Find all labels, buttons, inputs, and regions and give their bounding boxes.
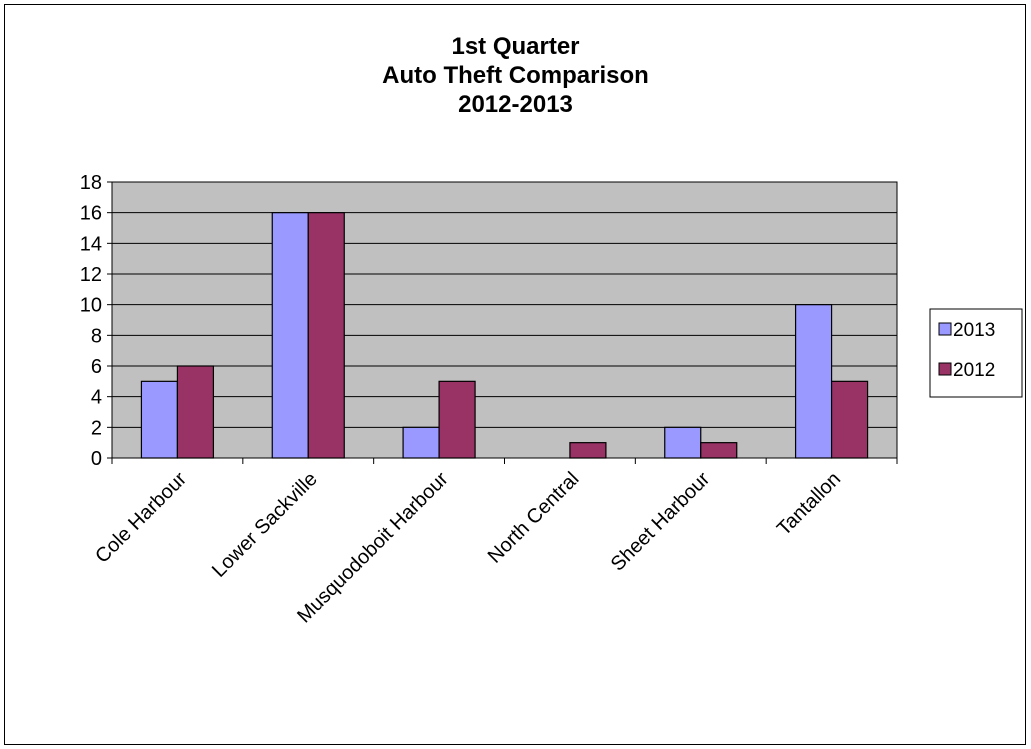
bar [830,380,869,459]
bar [794,304,833,459]
y-tick-label: 10 [80,295,102,317]
legend-swatch [938,362,952,376]
y-tick-label: 2 [91,417,102,439]
legend: 2013 2012 [929,308,1023,398]
x-category-label: North Central [484,468,584,568]
y-tick-label: 4 [91,387,102,409]
x-category-label: Sheet Harbour [607,468,715,576]
legend-label: 2013 [953,320,995,341]
chart-title-line-3: 2012-2013 [458,91,573,118]
bar [700,442,738,459]
y-tick-label: 14 [80,233,102,255]
x-category-label: Lower Sackville [208,468,322,582]
legend-swatch [938,322,952,336]
x-category-label: Musquodoboit Harbour [293,468,453,628]
y-tick-label: 8 [91,325,102,347]
x-axis-category-labels: Cole Harbour Lower SackvilleMusquodoboit … [91,468,845,628]
x-category-label: Tantallon [773,468,845,540]
y-tick-label: 12 [80,264,102,286]
plot-area [112,182,897,458]
bar [176,365,215,459]
legend-label: 2012 [953,360,995,381]
bar [307,212,345,459]
y-tick-label: 16 [80,203,102,225]
bar [438,380,476,459]
bar [271,212,309,459]
chart-title-line-1: 1st Quarter [451,33,580,60]
y-tick-label: 18 [80,172,102,194]
chart-title-line-2: Auto Theft Comparison [382,62,649,89]
chart-title: 1st Quarter Auto Theft Comparison 2012-2… [0,32,1031,119]
bar [402,426,440,459]
x-category-label: Cole Harbour [91,468,191,568]
bar [140,380,179,459]
y-tick-label: 6 [91,356,102,378]
y-tick-label: 0 [91,448,102,470]
bars [140,212,869,459]
axes [107,181,898,464]
bar [569,442,607,459]
y-axis-tick-labels: 0 2 4 6 8 10 12 14 16 18 [80,172,102,470]
bar [664,426,702,459]
